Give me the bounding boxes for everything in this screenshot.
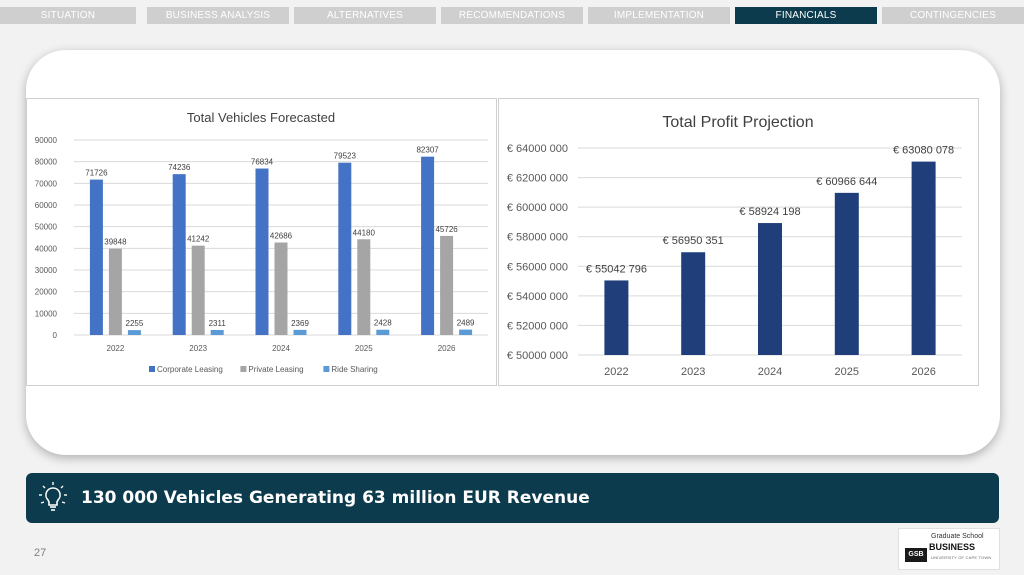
logo-line3: UNIVERSITY OF CAPE TOWN	[931, 555, 992, 560]
data-label: 2255	[126, 319, 144, 328]
data-label: 2311	[209, 319, 227, 328]
tab-recommendations[interactable]: RECOMMENDATIONS	[441, 7, 583, 24]
data-label: 76834	[251, 158, 274, 167]
profit-chart: Total Profit Projection € 50000 000 € 5200…	[498, 98, 979, 386]
data-label: 2489	[457, 319, 475, 328]
y-tick-label: € 64000 000	[507, 143, 568, 155]
logo-line2: BUSINESS	[929, 542, 976, 552]
profit-bar	[604, 280, 629, 355]
tab-contingencies[interactable]: CONTINGENCIES	[882, 7, 1024, 24]
bar-corporate-leasing	[172, 174, 186, 335]
section-navigation: SITUATION BUSINESS ANALYSIS ALTERNATIVES…	[0, 7, 1024, 24]
data-label: € 60966 644	[816, 176, 877, 188]
data-label: 71726	[85, 169, 108, 178]
legend-label: Private Leasing	[248, 365, 303, 374]
profit-bar	[834, 192, 859, 355]
y-tick-label: 50000	[35, 223, 58, 232]
bar-private-leasing	[191, 245, 205, 335]
y-tick-label: 40000	[35, 244, 58, 253]
tab-financials[interactable]: FINANCIALS	[735, 7, 877, 24]
bar-private-leasing	[274, 242, 288, 335]
profit-bar	[758, 223, 782, 355]
y-tick-label: 20000	[35, 288, 58, 297]
bar-ride-sharing	[459, 329, 473, 335]
y-tick-label: € 54000 000	[507, 291, 568, 303]
y-tick-label: € 50000 000	[507, 350, 568, 362]
y-tick-label: 90000	[35, 136, 58, 145]
x-tick-label: 2022	[107, 344, 125, 353]
page-number: 27	[34, 547, 47, 559]
profit-bar	[681, 252, 706, 355]
x-tick-label: 2023	[681, 366, 705, 378]
data-label: 79523	[334, 152, 357, 161]
x-tick-label: 2022	[604, 366, 628, 378]
legend-label: Ride Sharing	[331, 365, 377, 374]
data-label: 39848	[104, 238, 127, 247]
bar-ride-sharing	[376, 329, 390, 335]
tab-implementation[interactable]: IMPLEMENTATION	[588, 7, 730, 24]
y-tick-label: € 62000 000	[507, 173, 568, 185]
vehicles-chart: Total Vehicles Forecasted 0 10000 20000 3000…	[26, 98, 497, 386]
x-tick-label: 2025	[355, 344, 373, 353]
y-tick-label: 10000	[35, 309, 58, 318]
logo-line1: Graduate School	[931, 533, 984, 540]
bar-ride-sharing	[293, 329, 307, 335]
key-message-banner: 130 000 Vehicles Generating 63 million E…	[26, 473, 999, 523]
y-tick-label: 80000	[35, 158, 58, 167]
y-tick-label: € 60000 000	[507, 202, 568, 214]
x-tick-label: 2023	[189, 344, 207, 353]
tab-alternatives[interactable]: ALTERNATIVES	[294, 7, 436, 24]
data-label: € 63080 078	[893, 145, 954, 157]
data-label: 44180	[353, 228, 376, 237]
profit-bar	[911, 161, 936, 355]
y-tick-label: 0	[53, 331, 58, 340]
data-label: 41242	[187, 235, 210, 244]
y-tick-label: € 52000 000	[507, 320, 568, 332]
data-label: € 56950 351	[663, 235, 724, 247]
profit-chart-svg: Total Profit Projection € 50000 000 € 5200…	[507, 114, 962, 378]
y-tick-label: € 56000 000	[507, 261, 568, 273]
bar-corporate-leasing	[255, 168, 269, 335]
x-tick-label: 2025	[835, 366, 859, 378]
legend-swatch	[323, 366, 330, 372]
data-label: 2369	[291, 319, 309, 328]
tab-situation[interactable]: SITUATION	[0, 7, 136, 24]
bar-private-leasing	[440, 235, 454, 335]
bar-corporate-leasing	[421, 156, 435, 335]
bar-ride-sharing	[210, 329, 224, 335]
y-tick-label: 30000	[35, 266, 58, 275]
y-tick-label: € 58000 000	[507, 232, 568, 244]
data-label: 45726	[435, 225, 458, 234]
x-tick-label: 2026	[438, 344, 456, 353]
bar-private-leasing	[108, 248, 122, 335]
bar-corporate-leasing	[338, 162, 352, 335]
key-message-text: 130 000 Vehicles Generating 63 million E…	[81, 488, 590, 508]
data-label: 74236	[168, 163, 191, 172]
legend-swatch	[149, 366, 155, 372]
data-label: € 58924 198	[739, 206, 800, 218]
x-tick-label: 2024	[758, 366, 782, 378]
data-label: 2428	[374, 319, 392, 328]
bar-corporate-leasing	[89, 179, 103, 335]
y-tick-label: 70000	[35, 179, 58, 188]
logo-mark: GSB	[905, 548, 927, 562]
school-logo: GSB Graduate School BUSINESS UNIVERSITY …	[898, 528, 1000, 570]
lightbulb-icon	[39, 482, 67, 511]
data-label: € 55042 796	[586, 263, 647, 275]
data-label: 42686	[270, 232, 293, 241]
tab-business-analysis[interactable]: BUSINESS ANALYSIS	[147, 7, 289, 24]
legend-label: Corporate Leasing	[157, 365, 223, 374]
data-label: 82307	[416, 146, 439, 155]
bar-ride-sharing	[127, 330, 141, 335]
chart-title: Total Vehicles Forecasted	[187, 110, 335, 125]
bar-private-leasing	[357, 239, 371, 335]
y-tick-label: 60000	[35, 201, 58, 210]
x-tick-label: 2026	[911, 366, 935, 378]
chart-title: Total Profit Projection	[662, 114, 813, 131]
legend-swatch	[240, 366, 247, 372]
vehicles-chart-svg: Total Vehicles Forecasted 0 10000 20000 3000…	[35, 110, 488, 374]
x-tick-label: 2024	[272, 344, 290, 353]
